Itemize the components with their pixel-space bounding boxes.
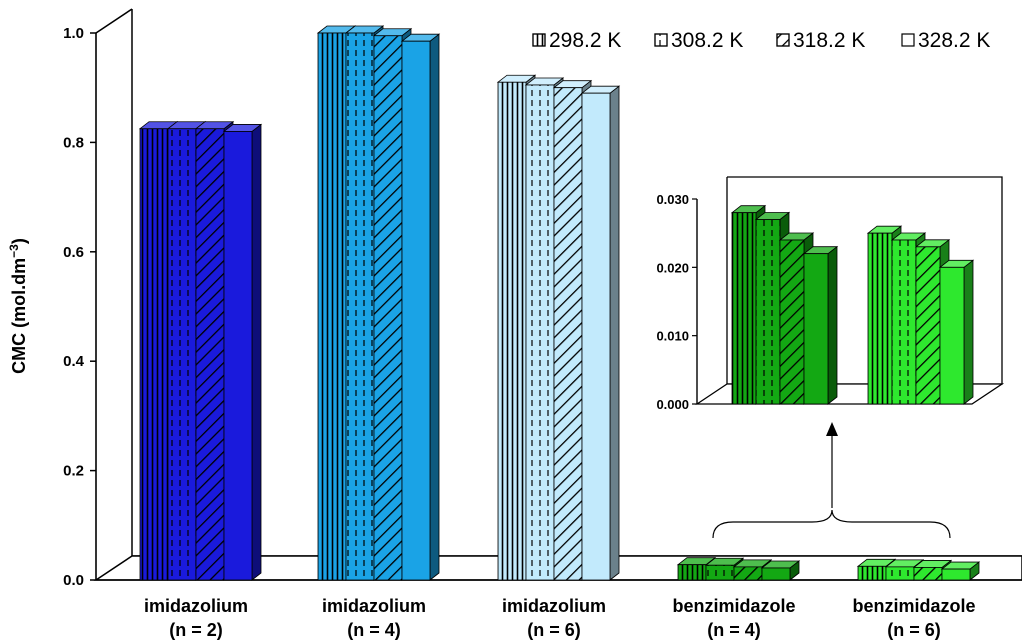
bar [580, 85, 621, 581]
bar-hatch [498, 82, 526, 580]
x-category-label-sub: (n = 6) [887, 620, 941, 640]
bar-hatch [318, 33, 346, 580]
bar [372, 27, 413, 581]
legend-item: 318.2 K [776, 29, 865, 52]
legend-label: 308.2 K [671, 29, 743, 52]
bar [316, 25, 357, 581]
bar-front [939, 266, 965, 405]
bar-front [401, 40, 431, 581]
bar-hatch [916, 246, 940, 404]
inset-bar [914, 239, 951, 405]
bar-hatch [140, 128, 168, 580]
y-tick-label: 0.8 [63, 134, 84, 151]
bar [222, 123, 263, 581]
bar-hatch [858, 566, 886, 580]
x-category-label-sub: (n = 2) [169, 620, 223, 640]
inset-bar [802, 245, 839, 405]
x-category-label: benzimidazole [852, 596, 975, 616]
inset-bar [778, 232, 815, 405]
bar-hatch [706, 565, 734, 580]
y-tick-label: 0.6 [63, 244, 84, 261]
bar-hatch [526, 84, 554, 580]
y-tick-label: 1.0 [63, 25, 84, 42]
top-edge [95, 8, 133, 34]
bar [940, 561, 981, 581]
legend-item: 328.2 K [901, 29, 990, 52]
bar-front [803, 253, 829, 405]
legend-item: 308.2 K [654, 29, 743, 52]
bar-hatch [732, 212, 756, 404]
inset-bar [938, 259, 975, 405]
x-category-label-sub: (n = 4) [347, 620, 401, 640]
y-tick-label: 0.2 [63, 463, 84, 480]
bar-front [761, 567, 791, 581]
x-category-label: imidazolium [144, 596, 248, 616]
bar-hatch [756, 219, 780, 404]
legend-item: 298.2 K [532, 29, 621, 52]
bar-front [941, 568, 971, 581]
bar-hatch [196, 128, 224, 580]
bar-hatch [780, 240, 804, 404]
legend-swatch [901, 33, 915, 47]
x-category-label-sub: (n = 4) [707, 620, 761, 640]
bar-hatch [346, 33, 374, 580]
x-category-label-sub: (n = 6) [527, 620, 581, 640]
x-category-label: imidazolium [322, 596, 426, 616]
bracket [712, 509, 951, 539]
bar-hatch [892, 240, 916, 404]
bar-hatch [554, 87, 582, 580]
bar-hatch [914, 567, 942, 580]
x-category-label: benzimidazole [672, 596, 795, 616]
bar [760, 560, 801, 581]
y-axis-label-sup: −3 [7, 244, 21, 258]
bar-side [827, 245, 838, 405]
legend-label: 318.2 K [793, 29, 865, 52]
inset-tick-label: 0.020 [656, 260, 689, 275]
bar [524, 77, 565, 581]
arrow-head [826, 422, 838, 436]
x-category-label: imidazolium [502, 596, 606, 616]
legend-swatch-hatch [532, 33, 546, 47]
legend-label: 298.2 K [549, 29, 621, 52]
bar-hatch [374, 35, 402, 581]
bar-hatch [734, 566, 762, 580]
bar-hatch [868, 233, 892, 404]
y-tick-label: 0.0 [63, 572, 84, 589]
bar-front [581, 92, 611, 581]
legend-label: 328.2 K [918, 29, 990, 52]
legend-swatch-hatch [654, 33, 668, 47]
y-axis-label-main: CMC (mol.dm [9, 258, 29, 374]
bar-side [609, 85, 620, 581]
bar-side [251, 123, 262, 581]
y-tick-label: 0.4 [63, 353, 85, 370]
inset-tick-label: 0.010 [656, 329, 689, 344]
inset-tick-label: 0.030 [656, 192, 689, 207]
bar-hatch [168, 128, 196, 580]
bar-side [429, 33, 440, 581]
bar-side [963, 259, 974, 405]
bar-front [223, 131, 253, 581]
inset-tick-label: 0.000 [656, 397, 689, 412]
y-axis-label-end: ) [9, 238, 29, 244]
y-axis-label: CMC (mol.dm−3) [7, 238, 29, 374]
legend-swatch-hatch [776, 33, 790, 47]
bar-hatch [886, 566, 914, 580]
bar-hatch [678, 564, 706, 580]
bar [400, 33, 441, 581]
